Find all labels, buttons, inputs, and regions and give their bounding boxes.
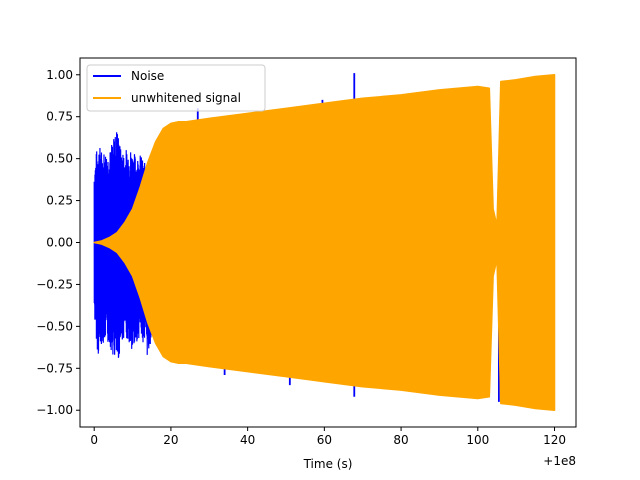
legend-box: [86, 64, 266, 112]
y-tick-label: −1.00: [36, 403, 73, 417]
x-axis-label: Time (s): [303, 457, 353, 471]
series-unwhitened-signal: [93, 74, 556, 411]
y-tick-label: −0.50: [36, 319, 73, 333]
x-tick-label: 120: [543, 433, 566, 447]
y-tick-label: −0.25: [36, 277, 73, 291]
legend: Noise unwhitened signal: [86, 64, 266, 112]
series-layer: [93, 73, 556, 411]
x-tick-label: 20: [163, 433, 178, 447]
legend-label-unwhitened-signal: unwhitened signal: [131, 91, 241, 105]
x-tick-label: 40: [240, 433, 255, 447]
x-tick-label: 0: [90, 433, 98, 447]
x-tick-label: 100: [466, 433, 489, 447]
x-tick-label: 60: [317, 433, 332, 447]
y-tick-label: 1.00: [46, 68, 73, 82]
y-tick-label: 0.25: [46, 194, 73, 208]
y-tick-label: 0.00: [46, 236, 73, 250]
ticks-layer: 0 20 40 60 80 100 120 1.00 0.75 0.50 0.25 0.00 −0.25…: [36, 68, 566, 447]
signal-envelope: [93, 74, 556, 411]
x-axis-offset-label: +1e8: [543, 454, 576, 468]
legend-label-noise: Noise: [131, 69, 164, 83]
y-tick-label: 0.75: [46, 110, 73, 124]
x-tick-label: 80: [393, 433, 408, 447]
y-tick-label: −0.75: [36, 361, 73, 375]
y-tick-label: 0.50: [46, 152, 73, 166]
